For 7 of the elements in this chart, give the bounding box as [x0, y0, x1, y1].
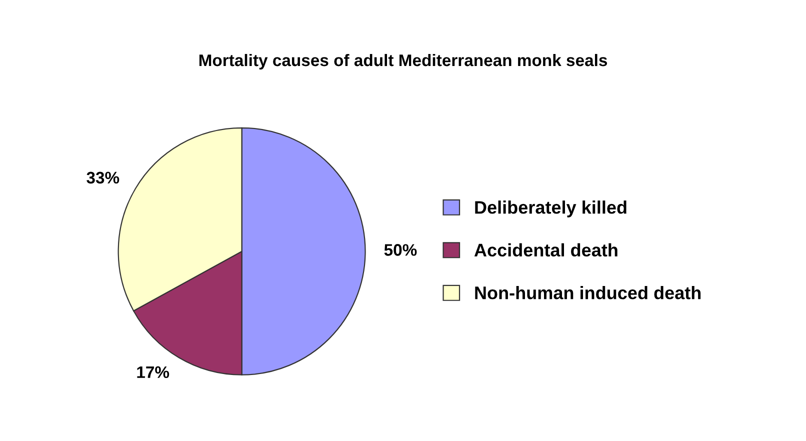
- chart-title: Mortality causes of adult Mediterranean monk seals: [199, 54, 608, 70]
- legend-label: Accidental death: [474, 243, 618, 257]
- legend-label: Deliberately killed: [475, 200, 626, 218]
- legend-label: Non-human induced death: [475, 286, 701, 300]
- data-label: 50%: [384, 244, 417, 256]
- data-label: 33%: [86, 172, 120, 184]
- data-label: 17%: [137, 366, 170, 378]
